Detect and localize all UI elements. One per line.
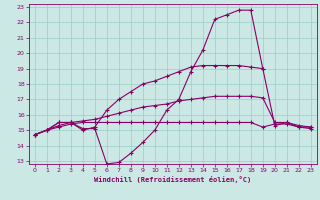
X-axis label: Windchill (Refroidissement éolien,°C): Windchill (Refroidissement éolien,°C): [94, 176, 252, 183]
